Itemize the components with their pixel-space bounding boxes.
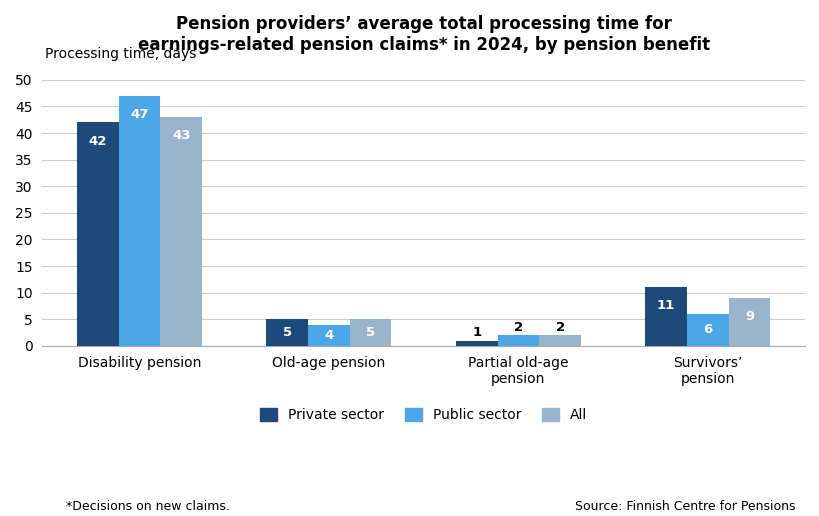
Text: 2: 2 [554, 320, 564, 333]
Text: 5: 5 [365, 326, 375, 339]
Text: 43: 43 [172, 129, 190, 142]
Bar [350, 319, 391, 346]
Bar [77, 122, 119, 346]
Bar [645, 287, 686, 346]
Text: *Decisions on new claims.: *Decisions on new claims. [66, 501, 229, 513]
Bar [539, 335, 580, 346]
Title: Pension providers’ average total processing time for
earnings-related pension cl: Pension providers’ average total process… [138, 15, 709, 54]
Bar [308, 325, 350, 346]
Text: 6: 6 [703, 324, 712, 336]
Text: 1: 1 [472, 326, 481, 339]
Bar [497, 335, 539, 346]
Bar [161, 117, 201, 346]
Text: Source: Finnish Centre for Pensions: Source: Finnish Centre for Pensions [574, 501, 794, 513]
Legend: Private sector, Public sector, All: Private sector, Public sector, All [255, 402, 592, 428]
Bar [728, 298, 769, 346]
Text: 47: 47 [130, 108, 148, 121]
Text: 2: 2 [514, 320, 523, 333]
Text: 4: 4 [324, 329, 333, 342]
Text: 42: 42 [88, 135, 107, 148]
Text: Processing time, days: Processing time, days [45, 47, 196, 61]
Bar [686, 314, 728, 346]
Bar [266, 319, 308, 346]
Text: 11: 11 [656, 299, 675, 312]
Bar [455, 341, 497, 346]
Text: 9: 9 [744, 310, 753, 323]
Bar [119, 96, 161, 346]
Text: 5: 5 [283, 326, 292, 339]
